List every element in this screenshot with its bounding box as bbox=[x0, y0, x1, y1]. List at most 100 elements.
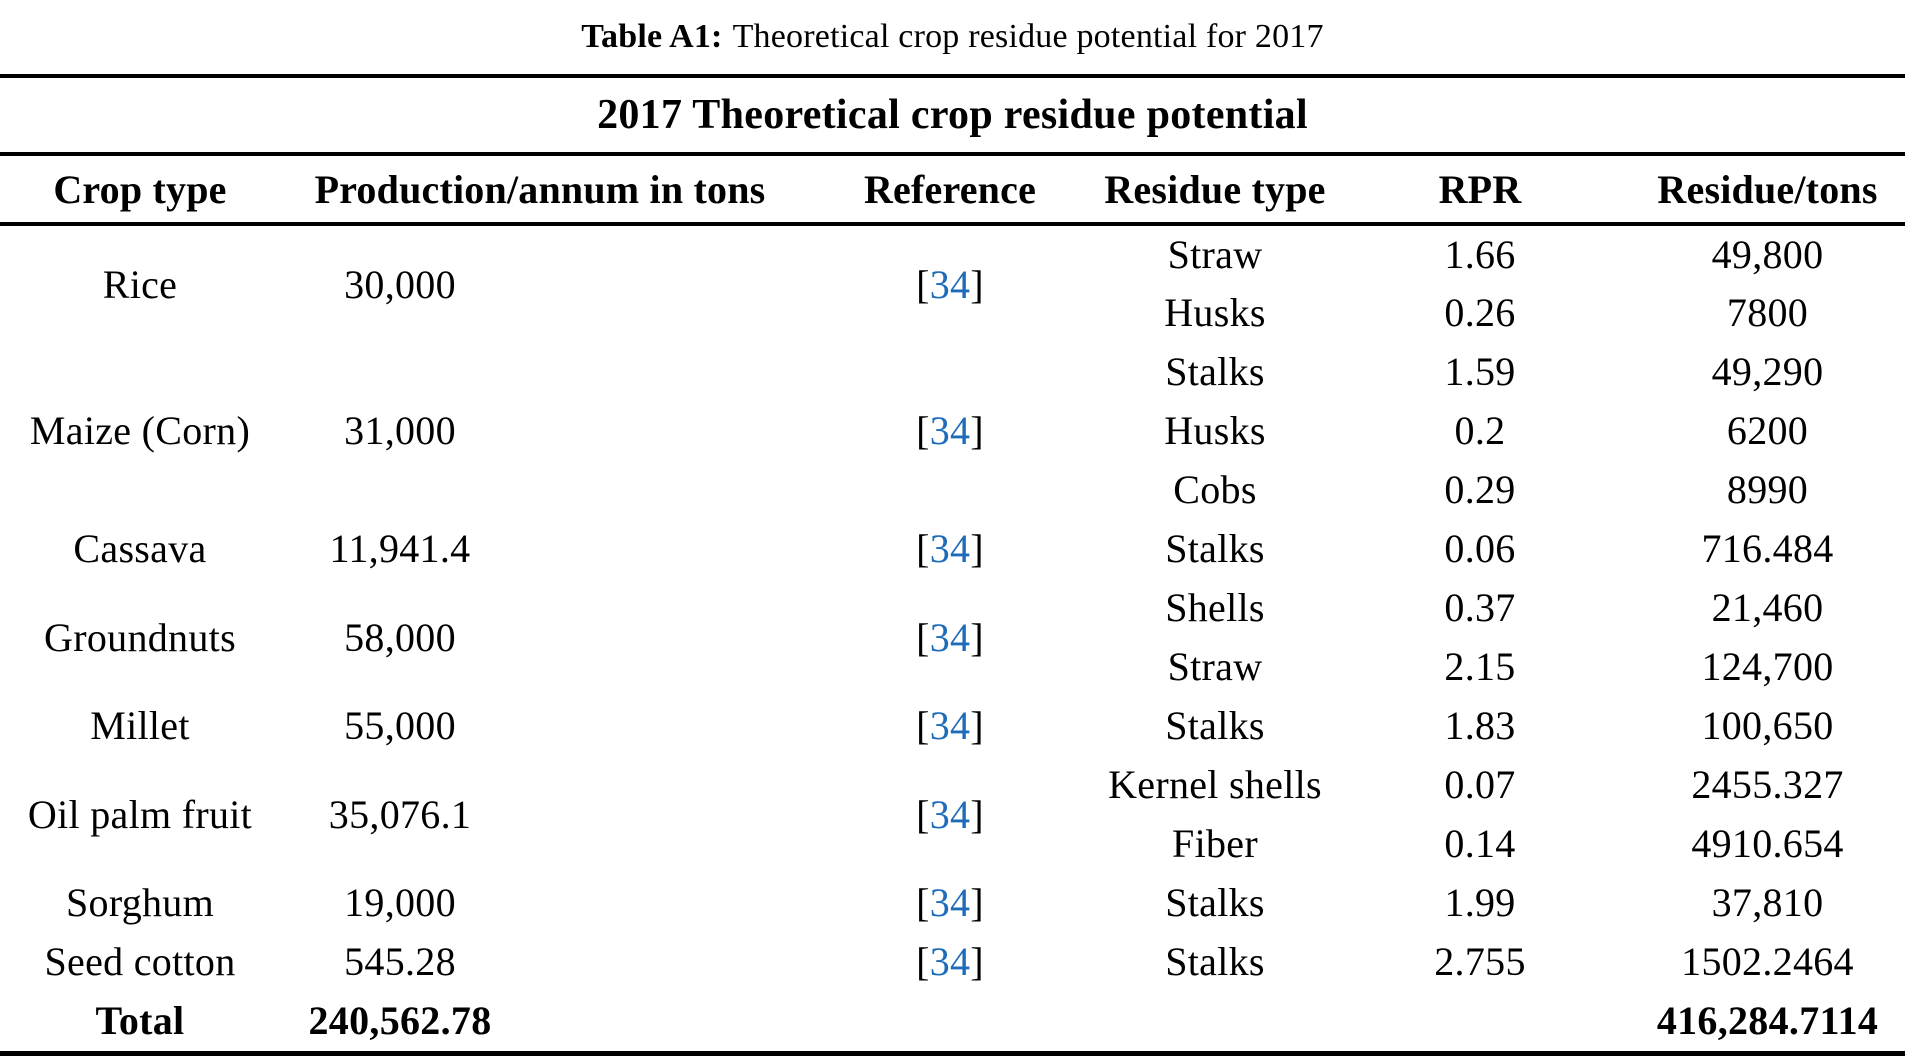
residue-tons-cell: 4910.654 bbox=[1691, 821, 1844, 866]
production-cell: 11,941.4 bbox=[329, 526, 471, 571]
table-row: Rice 30,000 [34] Straw 1.66 49,800 bbox=[0, 224, 1905, 307]
residue-type-cell: Shells bbox=[1165, 585, 1265, 630]
col-header-crop-type: Crop type bbox=[0, 154, 280, 226]
residue-type-cell: Stalks bbox=[1165, 939, 1265, 984]
col-header-residue-tons: Residue/tons bbox=[1630, 154, 1905, 226]
residue-type-cell: Stalks bbox=[1165, 349, 1265, 394]
production-cell: 35,076.1 bbox=[328, 791, 472, 837]
production-cell: 30,000 bbox=[344, 261, 456, 307]
residue-tons-cell: 6200 bbox=[1726, 408, 1809, 453]
rpr-cell: 2.755 bbox=[1434, 939, 1526, 984]
residue-type-cell: Kernel shells bbox=[1108, 762, 1322, 807]
table-row: Straw 2.15 124,700 bbox=[0, 637, 1905, 696]
residue-tons-cell: 124,700 bbox=[1701, 644, 1834, 689]
rpr-cell: 1.66 bbox=[1444, 232, 1516, 277]
table-row: Cassava 11,941.4 [34] Stalks 0.06 716.484 bbox=[0, 519, 1905, 578]
col-header-residue-type: Residue type bbox=[1100, 154, 1330, 226]
col-header-production: Production/annum in tons bbox=[280, 154, 800, 226]
reference-link[interactable]: 34 bbox=[929, 791, 971, 837]
residue-tons-cell: 8990 bbox=[1726, 467, 1809, 512]
rpr-cell: 0.37 bbox=[1444, 585, 1516, 630]
rpr-cell: 0.26 bbox=[1444, 290, 1516, 335]
col-header-rpr: RPR bbox=[1330, 154, 1630, 226]
crop-cell: Rice bbox=[102, 261, 178, 307]
rpr-cell: 0.06 bbox=[1444, 526, 1516, 571]
rpr-cell: 1.83 bbox=[1444, 703, 1516, 748]
column-header-row: Crop type Production/annum in tons Refer… bbox=[0, 154, 1905, 226]
crop-cell: Oil palm fruit bbox=[27, 791, 253, 837]
residue-type-cell: Husks bbox=[1164, 290, 1266, 335]
crop-cell: Cassava bbox=[73, 526, 207, 571]
caption-text: Theoretical crop residue potential for 2… bbox=[732, 18, 1324, 55]
crop-cell: Groundnuts bbox=[44, 614, 236, 660]
reference-link[interactable]: 34 bbox=[929, 880, 971, 925]
residue-type-cell: Fiber bbox=[1172, 821, 1258, 866]
total-rpr-cell bbox=[1330, 991, 1630, 1053]
residue-type-cell: Cobs bbox=[1173, 467, 1257, 512]
table-row: Cobs 0.29 8990 bbox=[0, 460, 1905, 519]
production-cell: 55,000 bbox=[344, 703, 456, 748]
reference-link[interactable]: 34 bbox=[929, 939, 971, 984]
reference-cell: [34] bbox=[916, 703, 984, 748]
reference-link[interactable]: 34 bbox=[929, 614, 971, 660]
residue-type-cell: Husks bbox=[1164, 408, 1266, 453]
total-row: Total 240,562.78 416,284.7114 bbox=[0, 991, 1905, 1053]
residue-tons-cell: 716.484 bbox=[1701, 526, 1834, 571]
table-title-row: 2017 Theoretical crop residue potential bbox=[0, 76, 1905, 156]
table-row: Fiber 0.14 4910.654 bbox=[0, 814, 1905, 873]
residue-tons-cell: 49,290 bbox=[1711, 349, 1824, 394]
residue-type-cell: Stalks bbox=[1165, 880, 1265, 925]
table-title: 2017 Theoretical crop residue potential bbox=[0, 76, 1905, 156]
crop-cell: Seed cotton bbox=[44, 939, 236, 984]
table-row: Seed cotton 545.28 [34] Stalks 2.755 1502.246… bbox=[0, 932, 1905, 991]
residue-tons-cell: 21,460 bbox=[1711, 585, 1824, 630]
residue-tons-cell: 7800 bbox=[1726, 290, 1809, 335]
caption-label: Table A1: bbox=[581, 18, 723, 55]
reference-cell: [34] bbox=[916, 526, 984, 571]
reference-cell: [34] bbox=[916, 408, 984, 453]
table-row: Husks 0.26 7800 bbox=[0, 283, 1905, 342]
reference-cell: [34] bbox=[916, 614, 984, 660]
table-row: Husks 0.2 6200 bbox=[0, 401, 1905, 460]
table-row: Sorghum 19,000 [34] Stalks 1.99 37,810 bbox=[0, 873, 1905, 932]
residue-tons-cell: 49,800 bbox=[1711, 232, 1824, 277]
crop-cell: Millet bbox=[90, 703, 190, 748]
crop-cell: Sorghum bbox=[65, 880, 215, 925]
rpr-cell: 0.2 bbox=[1454, 408, 1506, 453]
production-cell: 19,000 bbox=[344, 880, 456, 925]
rpr-cell: 0.14 bbox=[1444, 821, 1516, 866]
reference-cell: [34] bbox=[916, 261, 984, 307]
residue-tons-cell: 100,650 bbox=[1701, 703, 1834, 748]
table-row: Oil palm fruit 35,076.1 [34] Kernel shells 0… bbox=[0, 755, 1905, 837]
reference-link[interactable]: 34 bbox=[929, 261, 971, 307]
total-residue-type-cell bbox=[1100, 991, 1330, 1053]
table-caption: Table A1: Theoretical crop residue poten… bbox=[0, 0, 1905, 74]
col-header-reference: Reference bbox=[800, 154, 1100, 226]
residue-type-cell: Straw bbox=[1167, 644, 1263, 689]
table-row: Millet 55,000 [34] Stalks 1.83 100,650 bbox=[0, 696, 1905, 755]
total-production-cell: 240,562.78 bbox=[308, 998, 492, 1044]
rpr-cell: 2.15 bbox=[1444, 644, 1516, 689]
reference-cell: [34] bbox=[916, 880, 984, 925]
residue-type-cell: Stalks bbox=[1165, 703, 1265, 748]
reference-cell: [34] bbox=[916, 939, 984, 984]
residue-tons-cell: 37,810 bbox=[1711, 880, 1824, 925]
reference-link[interactable]: 34 bbox=[929, 703, 971, 748]
production-cell: 58,000 bbox=[344, 614, 456, 660]
table-row: Maize (Corn) 31,000 [34] Stalks 1.59 49,290 bbox=[0, 342, 1905, 453]
total-reference-cell bbox=[800, 991, 1100, 1053]
reference-cell: [34] bbox=[916, 791, 984, 837]
total-label-cell: Total bbox=[95, 998, 185, 1044]
residue-type-cell: Straw bbox=[1167, 232, 1263, 277]
residue-type-cell: Stalks bbox=[1165, 526, 1265, 571]
production-cell: 31,000 bbox=[344, 408, 456, 453]
residue-tons-cell: 1502.2464 bbox=[1681, 939, 1854, 984]
crop-cell: Maize (Corn) bbox=[29, 408, 251, 453]
rpr-cell: 1.59 bbox=[1444, 349, 1516, 394]
reference-link[interactable]: 34 bbox=[929, 526, 971, 571]
production-cell: 545.28 bbox=[344, 939, 456, 984]
crop-residue-table: 2017 Theoretical crop residue potential … bbox=[0, 74, 1905, 1056]
table-row: Groundnuts 58,000 [34] Shells 0.37 21,460 bbox=[0, 578, 1905, 660]
residue-tons-cell: 2455.327 bbox=[1691, 762, 1844, 807]
reference-link[interactable]: 34 bbox=[929, 408, 971, 453]
